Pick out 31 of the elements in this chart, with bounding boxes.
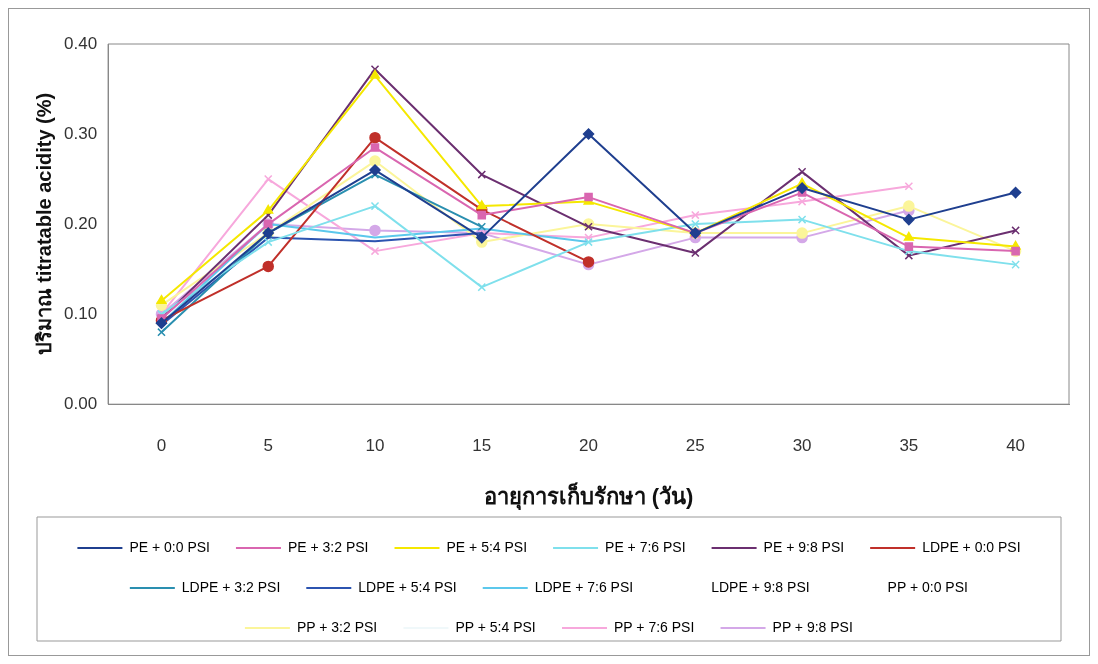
legend-label: PE + 3:2 PSI <box>287 538 369 555</box>
y-tick-label: 0.20 <box>63 213 98 233</box>
text: PP + 0:0 PSI <box>887 578 968 595</box>
x-tick-label: 30 <box>792 436 812 456</box>
legend-label: PP + 9:8 PSI <box>772 618 853 635</box>
y-tick-label: 0.10 <box>63 303 98 323</box>
y-axis-title: ปริมาณ titratable acidity (%) <box>32 92 55 356</box>
text: LDPE + 9:8 PSI <box>711 578 810 595</box>
x-tick-label: 5 <box>263 436 273 456</box>
x-tick-label: 35 <box>899 436 919 456</box>
x-tick-label: 40 <box>1006 436 1026 456</box>
legend-label: PE + 7:6 PSI <box>605 538 686 555</box>
legend-label: PE + 5:4 PSI <box>446 538 528 555</box>
legend-label: LDPE + 5:4 PSI <box>358 578 457 595</box>
y-tick-label: 0.30 <box>63 123 98 143</box>
legend-label: PP + 5:4 PSI <box>455 618 536 635</box>
x-tick-label: 10 <box>365 436 385 456</box>
legend-label: PE + 0:0 PSI <box>129 538 210 555</box>
legend-label: PE + 9:8 PSI <box>763 538 845 555</box>
legend-label: PP + 7:6 PSI <box>614 618 695 635</box>
x-tick-label: 25 <box>685 436 705 456</box>
x-axis-title: อายุการเก็บรักษา (วัน) <box>483 481 694 511</box>
x-tick-label: 20 <box>579 436 598 456</box>
y-tick-label: 0.00 <box>63 393 98 413</box>
y-tick-label: 0.40 <box>63 33 98 53</box>
x-tick-label: 0 <box>156 436 167 456</box>
legend-label: LDPE + 7:6 PSI <box>534 578 634 595</box>
legend-label: PP + 3:2 PSI <box>296 618 378 635</box>
legend-label: LDPE + 0:0 PSI <box>922 538 1021 555</box>
legend-label: LDPE + 3:2 PSI <box>181 578 281 595</box>
x-tick-label: 15 <box>472 436 492 456</box>
